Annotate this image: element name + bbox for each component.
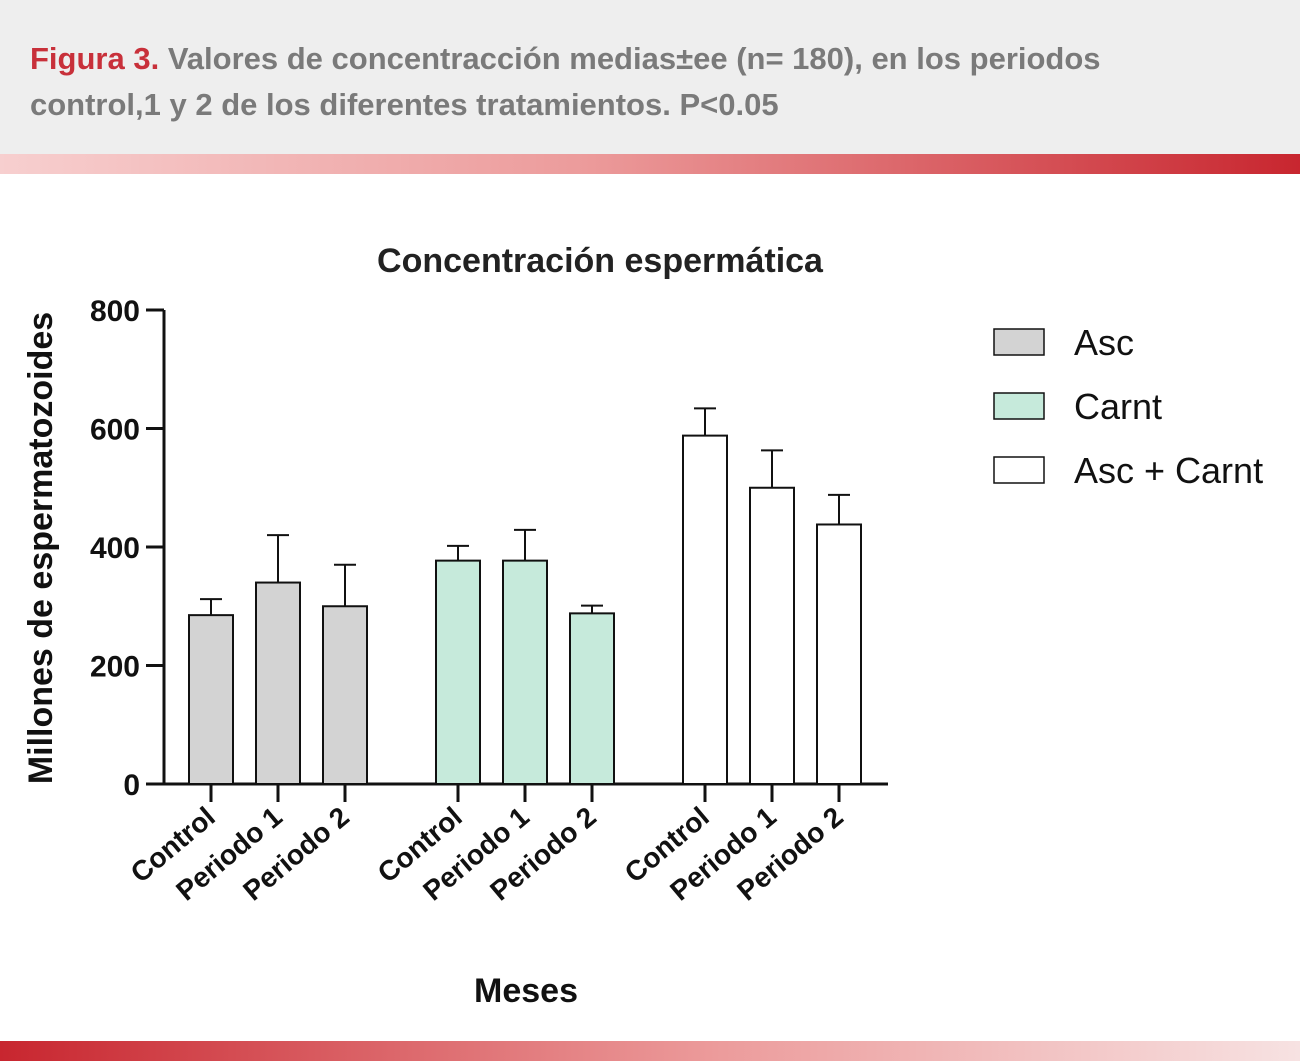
caption-line-1: Valores de concentracción medias±ee (n= … <box>159 41 1101 76</box>
y-axis-title: Millones de espermatozoides <box>22 312 60 784</box>
legend-label: Asc + Carnt <box>1074 450 1263 491</box>
caption-band <box>0 0 1300 154</box>
figure-label: Figura 3. <box>30 41 160 76</box>
x-axis-title: Meses <box>474 972 578 1010</box>
bottom-decorative-stripe <box>0 1041 1300 1061</box>
legend-swatch <box>993 392 1045 420</box>
y-tick-label: 800 <box>90 295 140 328</box>
bar <box>188 614 234 786</box>
legend-swatch <box>993 328 1045 356</box>
y-tick-label: 400 <box>90 532 140 565</box>
bar <box>322 605 368 785</box>
chart-title: Concentración espermática <box>377 242 824 280</box>
bar <box>682 434 728 785</box>
bar-chart: Concentración espermática Millones de es… <box>22 242 1263 1010</box>
y-tick-label: 200 <box>90 651 140 684</box>
bar <box>749 486 795 785</box>
legend-swatch <box>993 456 1045 484</box>
legend-label: Carnt <box>1074 386 1162 427</box>
top-decorative-stripe <box>0 154 1300 174</box>
legend-label: Asc <box>1074 322 1134 363</box>
legend: Asc Carnt Asc + Carnt <box>993 322 1263 491</box>
bar <box>502 559 548 785</box>
caption-line-2: control,1 y 2 de los diferentes tratamie… <box>30 87 779 122</box>
y-tick-label: 600 <box>90 414 140 447</box>
y-tick-label: 0 <box>123 769 140 802</box>
bar <box>255 581 301 785</box>
bar <box>435 559 481 785</box>
bar <box>569 612 615 785</box>
figure-caption: Figura 3. Valores de concentracción medi… <box>30 36 1270 128</box>
bar <box>816 523 862 785</box>
